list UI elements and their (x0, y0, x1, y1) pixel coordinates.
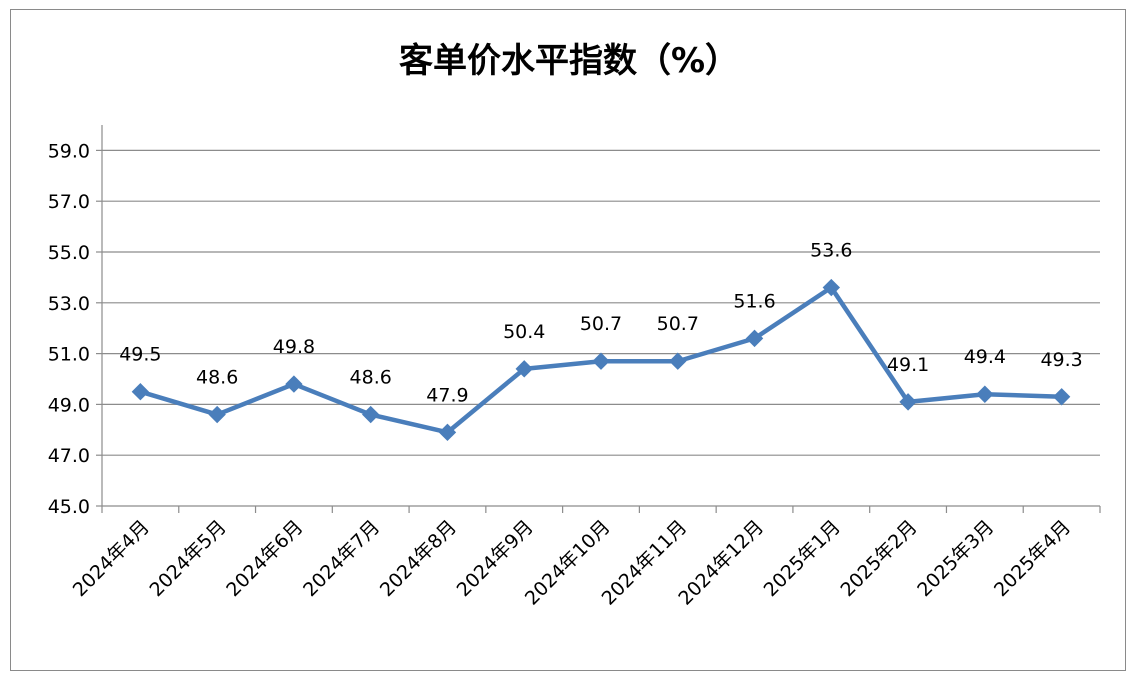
chart-title: 客单价水平指数（%） (399, 41, 739, 81)
x-tick-label-3: 2024年7月 (299, 516, 384, 601)
marker-5 (515, 360, 533, 378)
marker-8 (745, 329, 764, 348)
gridlines (102, 149, 1100, 456)
data-label-6: 50.7 (580, 313, 622, 335)
data-label-12: 49.3 (1040, 349, 1082, 371)
axes (96, 125, 1101, 513)
marker-11 (976, 385, 994, 403)
data-label-2: 49.8 (273, 336, 315, 358)
y-tick-label-4: 53.0 (48, 293, 90, 315)
x-tick-label-11: 2025年3月 (913, 516, 998, 601)
data-label-4: 47.9 (426, 384, 468, 406)
data-label-group: 49.5 48.6 49.8 48.6 47.9 50.4 50.7 50.7 51.6 53.6… (119, 240, 1083, 407)
data-label-11: 49.4 (964, 346, 1006, 368)
x-tick-label-2: 2024年6月 (222, 516, 307, 601)
data-label-10: 49.1 (887, 354, 929, 376)
marker-9 (822, 278, 841, 297)
y-tick-label-7: 59.0 (48, 140, 90, 162)
data-label-5: 50.4 (503, 321, 545, 343)
y-tick-label-1: 47.0 (48, 445, 90, 467)
marker-group (131, 278, 1071, 442)
y-tick-label-0: 45.0 (48, 496, 90, 518)
marker-12 (1052, 388, 1071, 406)
data-label-9: 53.6 (810, 240, 852, 262)
x-tick-label-4: 2024年8月 (376, 516, 461, 601)
x-tick-label-1: 2024年5月 (146, 516, 231, 601)
x-tick-label-9: 2025年1月 (760, 516, 845, 601)
x-tick-labels: 2024年4月2024年5月2024年6月2024年7月2024年8月2024年… (69, 516, 1075, 610)
y-tick-label-6: 57.0 (48, 191, 90, 213)
x-tick-label-0: 2024年4月 (69, 516, 154, 601)
data-label-8: 51.6 (733, 290, 775, 312)
marker-4 (438, 423, 457, 442)
marker-1 (208, 405, 226, 424)
marker-10 (899, 393, 917, 411)
marker-7 (669, 352, 687, 370)
data-label-1: 48.6 (196, 367, 238, 389)
marker-6 (592, 352, 610, 370)
data-label-7: 50.7 (657, 313, 699, 335)
marker-0 (131, 382, 150, 401)
y-tick-labels: 45.0 47.0 49.0 51.0 53.0 55.0 57.0 59.0 (48, 140, 90, 518)
data-label-0: 49.5 (119, 344, 161, 366)
x-tick-label-5: 2024年9月 (453, 516, 538, 601)
y-tick-label-3: 51.0 (48, 344, 90, 366)
x-tick-label-12: 2025年4月 (990, 516, 1075, 601)
data-label-3: 48.6 (350, 367, 392, 389)
marker-2 (285, 375, 303, 393)
chart-frame (10, 9, 1126, 671)
y-tick-label-2: 49.0 (48, 394, 90, 416)
y-tick-label-5: 55.0 (48, 242, 90, 264)
marker-3 (361, 405, 380, 424)
x-tick-label-10: 2025年2月 (836, 516, 921, 601)
